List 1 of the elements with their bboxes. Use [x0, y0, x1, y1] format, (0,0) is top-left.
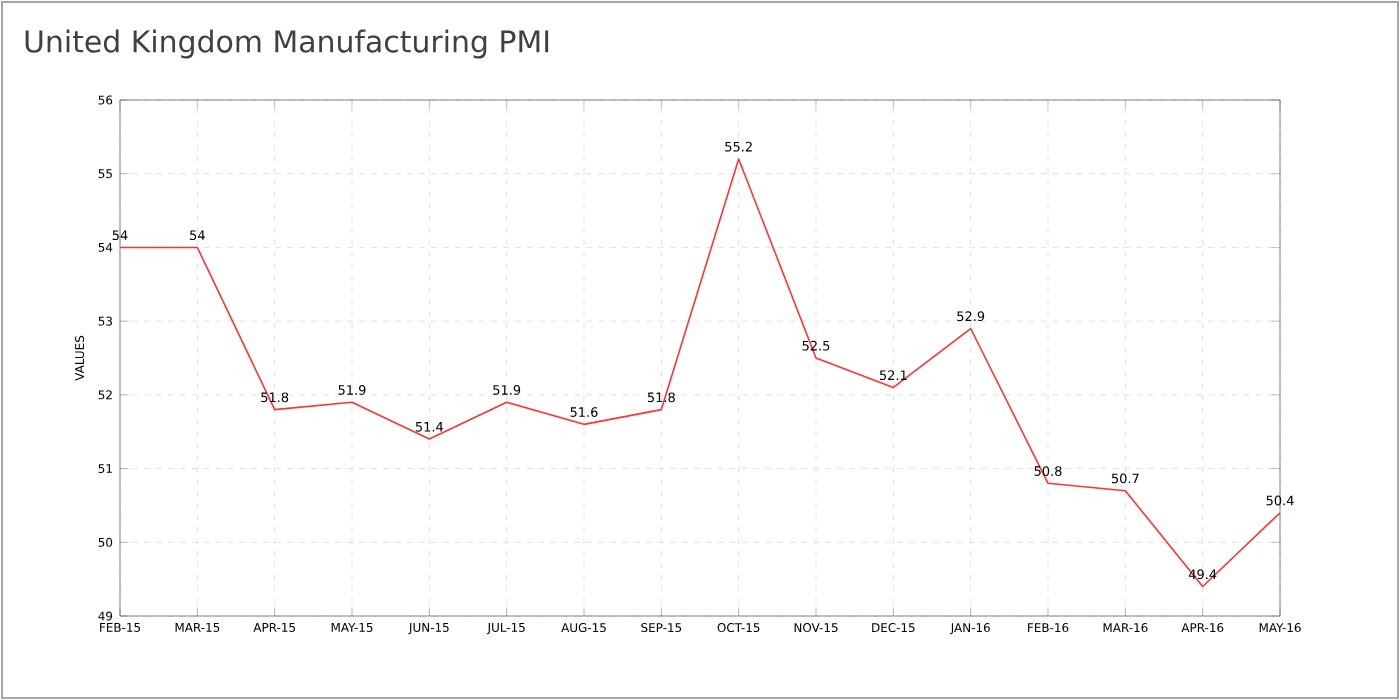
chart-title: United Kingdom Manufacturing PMI — [25, 29, 549, 59]
